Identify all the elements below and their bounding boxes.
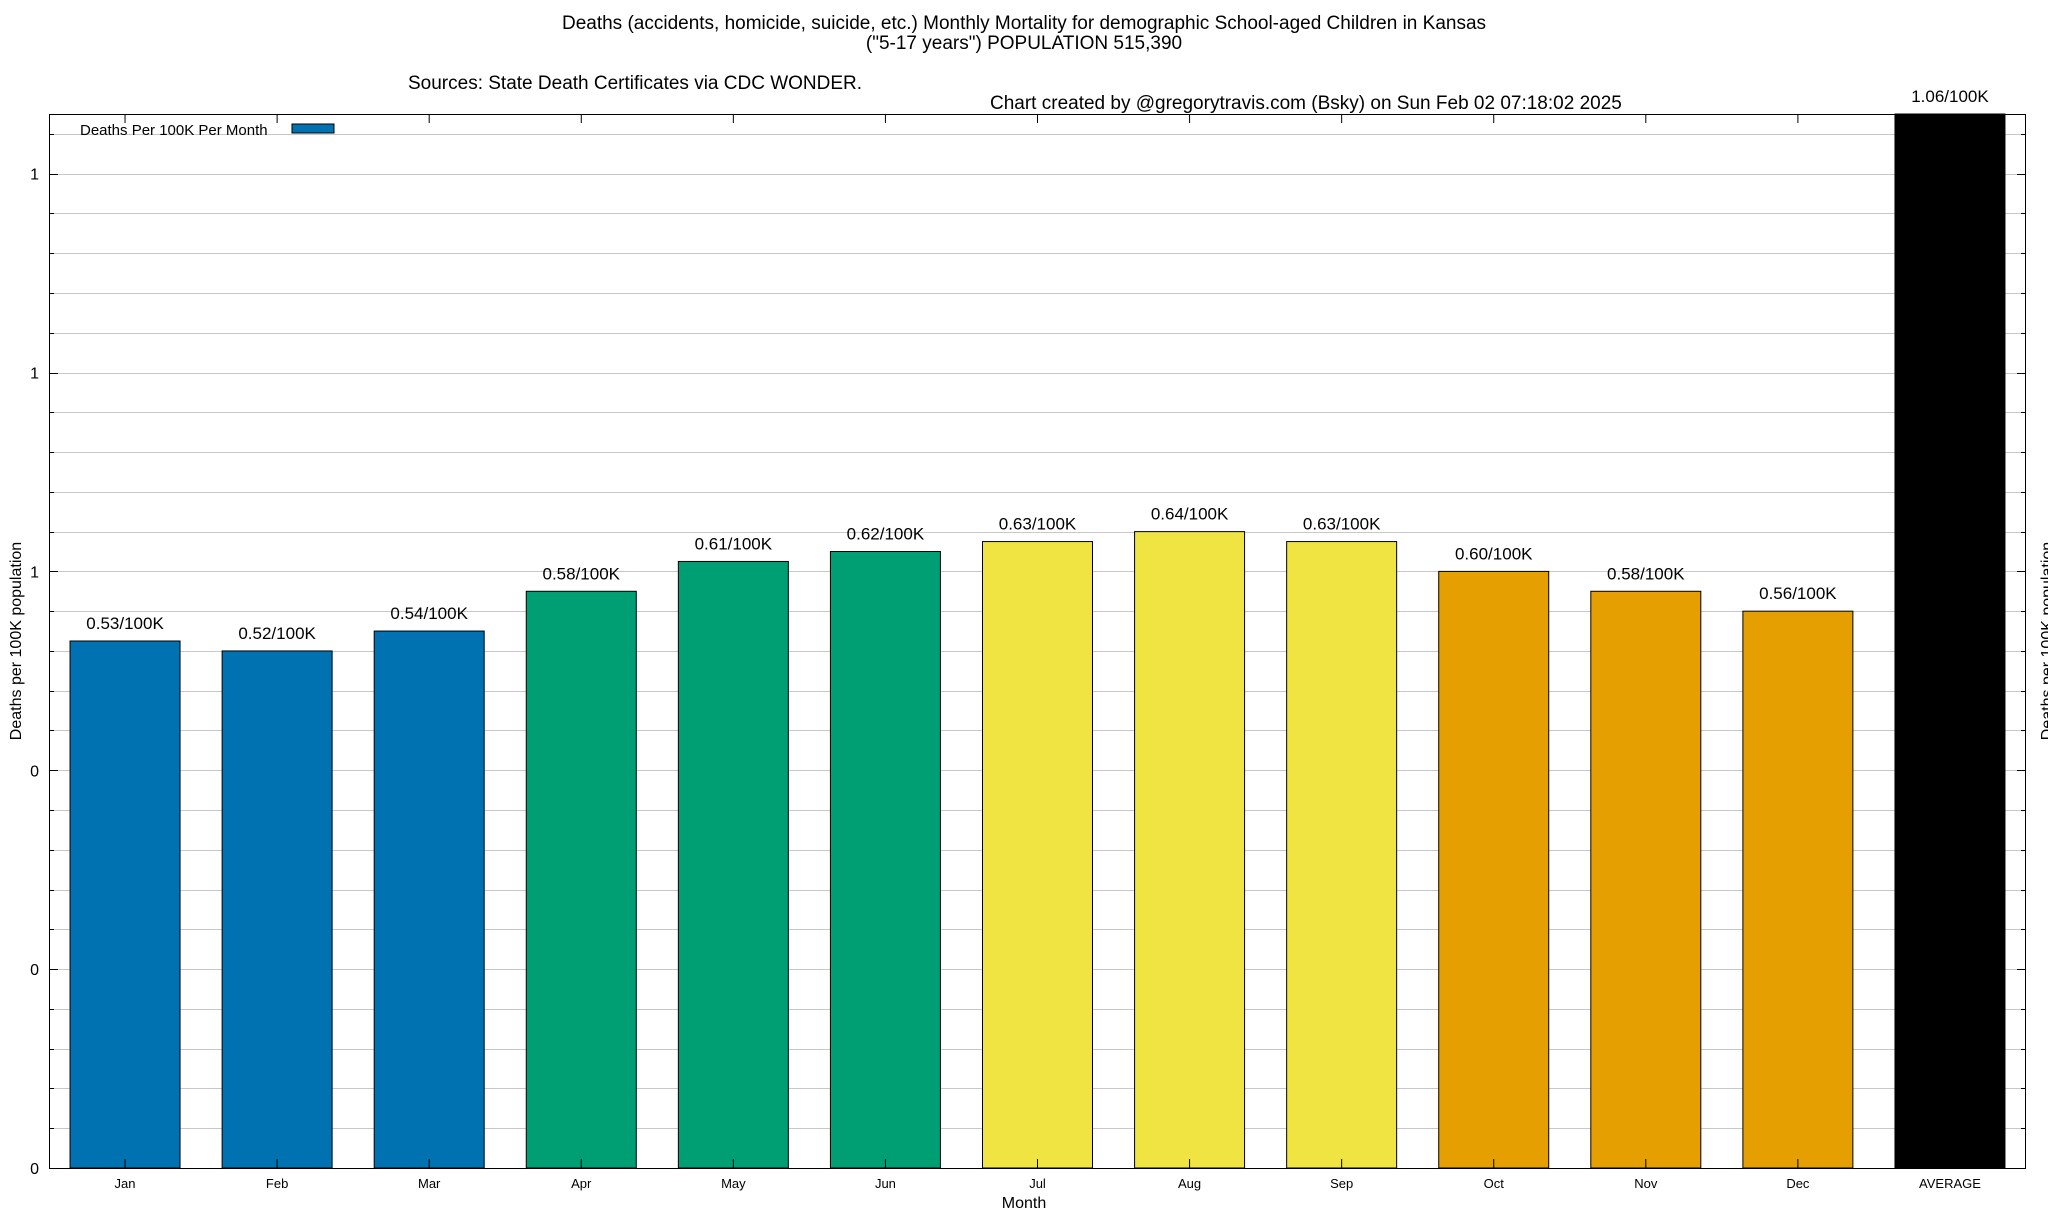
x-tick-label: Jan [115,1176,136,1191]
legend-swatch [291,123,335,134]
data-label: 0.64/100K [1151,505,1229,524]
x-tick-label: May [721,1176,746,1191]
data-label: 0.60/100K [1455,544,1533,563]
data-label: 0.54/100K [390,604,468,623]
x-tick-label: Feb [266,1176,288,1191]
bar-aug [1134,531,1246,1169]
sources-text: Sources: State Death Certificates via CD… [408,73,863,94]
chart-sources-line: Sources: State Death Certificates via CD… [0,54,2048,114]
data-label: 1.06/100K [1911,87,1989,106]
bar-dec [1742,610,1854,1169]
x-tick-label: Jun [875,1176,896,1191]
y-tick-label: 0 [30,962,39,979]
bar-jun [829,551,941,1169]
x-tick-label: Mar [418,1176,441,1191]
data-label: 0.58/100K [543,564,621,583]
data-label: 0.63/100K [1303,515,1381,534]
bar-sep [1286,541,1398,1169]
credit-text: Chart created by @gregorytravis.com (Bsk… [990,93,1622,114]
y2-axis-label: Deaths per 100K population [2039,541,2048,741]
x-tick-label: AVERAGE [1919,1176,1981,1191]
x-tick-label: Aug [1178,1176,1201,1191]
x-tick-label: Jul [1029,1176,1046,1191]
bar-apr [525,590,637,1169]
data-label: 0.53/100K [86,614,164,633]
chart-subtitle: ("5-17 years") POPULATION 515,390 [865,33,1183,54]
chart-title: Deaths (accidents, homicide, suicide, et… [561,13,1487,34]
data-label: 0.58/100K [1607,564,1685,583]
bar-feb [221,650,333,1169]
y-tick-label: 1 [30,366,39,383]
bar-nov [1590,590,1702,1169]
bar-average [1894,113,2006,1169]
y-tick-label: 1 [30,564,39,581]
y-tick-label: 0 [30,1161,39,1178]
plot-frame [49,114,2026,1169]
y-axis-label: Deaths per 100K population [8,541,25,741]
bar-may [677,560,789,1169]
bar-oct [1438,570,1550,1169]
legend-label: Deaths Per 100K Per Month [80,122,268,139]
bar-jan [69,640,181,1169]
bar-jul [982,541,1093,1169]
x-tick-label: Dec [1786,1176,1810,1191]
x-tick-label: Oct [1484,1176,1505,1191]
data-label: 0.63/100K [999,515,1077,534]
y-tick-label: 1 [30,167,39,184]
data-label: 0.62/100K [847,525,925,544]
bar-mar [373,630,485,1169]
data-label: 0.56/100K [1759,584,1837,603]
x-tick-label: Sep [1330,1176,1353,1191]
x-axis-label: Month [1001,1195,1047,1212]
data-label: 0.52/100K [238,624,316,643]
x-tick-label: Nov [1634,1176,1658,1191]
y-tick-label: 0 [30,763,39,780]
x-tick-label: Apr [571,1176,592,1191]
data-label: 0.61/100K [695,534,773,553]
